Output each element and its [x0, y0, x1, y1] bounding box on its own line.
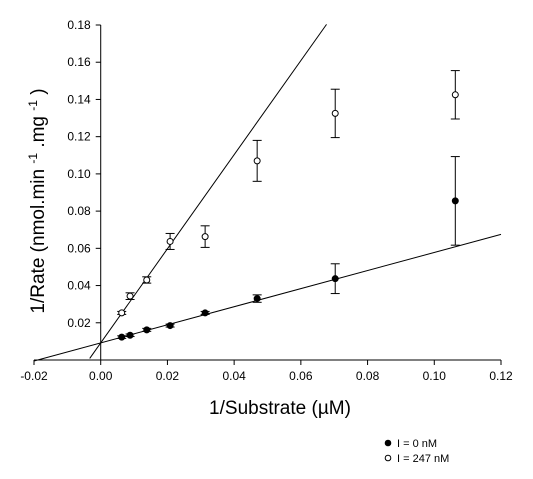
data-point-open-series-2 — [126, 292, 134, 300]
fit-line-series-2 — [89, 24, 327, 359]
x-tick-label: 0.08 — [356, 369, 380, 383]
legend-marker-series-2 — [384, 454, 392, 462]
axes: -0.02 0.00 0.02 0.04 0.06 0.08 0.10 0.12 0.02 0.0… — [20, 18, 513, 383]
data-point-filled-series-1 — [201, 309, 209, 317]
x-tick-label: 0.00 — [89, 369, 113, 383]
legend-label-series-1: I = 0 nM — [397, 438, 437, 450]
x-tick-label: 0.10 — [423, 369, 447, 383]
y-tick-label: 0.18 — [67, 18, 91, 32]
y-tick-label: 0.16 — [67, 55, 91, 69]
legend-marker-series-1 — [384, 439, 392, 447]
x-tick-label: 0.06 — [289, 369, 313, 383]
data-point-filled-series-1 — [451, 197, 459, 205]
y-tick-label: 0.08 — [67, 204, 91, 218]
data-point-filled-series-1 — [253, 295, 261, 303]
data-point-open-series-2 — [143, 276, 151, 284]
legend-label-series-2: I = 247 nM — [397, 453, 449, 465]
x-tick-label: -0.02 — [20, 369, 48, 383]
y-axis-label-middle: .mg — [28, 116, 49, 148]
x-tick-label: 0.02 — [156, 369, 180, 383]
fit-line-series-1 — [33, 233, 502, 362]
data-point-open-series-2 — [166, 237, 174, 245]
plot-area — [33, 24, 502, 362]
data-point-filled-series-1 — [126, 331, 134, 339]
data-point-filled-series-1 — [166, 322, 174, 330]
y-tick-label: 0.12 — [67, 130, 91, 144]
data-point-open-series-2 — [118, 309, 126, 317]
y-tick-label: 0.04 — [67, 279, 91, 293]
y-axis-label-main: 1/Rate (nmol.min — [28, 169, 49, 314]
data-point-open-series-2 — [331, 109, 339, 117]
data-point-open-series-2 — [451, 91, 459, 99]
data-point-open-series-2 — [253, 157, 261, 165]
y-tick-label: 0.10 — [67, 167, 91, 181]
y-axis-label: 1/Rate (nmol.min -1 .mg -1 ) — [21, 88, 49, 313]
data-point-filled-series-1 — [331, 275, 339, 283]
y-tick-label: 0.06 — [67, 241, 91, 255]
y-tick-label: 0.14 — [67, 92, 91, 106]
data-point-open-series-2 — [201, 233, 209, 241]
x-axis-label: 1/Substrate (µM) — [209, 398, 351, 419]
y-tick-label: 0.02 — [67, 316, 91, 330]
x-tick-label: 0.04 — [222, 369, 246, 383]
y-axis-label-end: ) — [28, 88, 49, 94]
data-point-filled-series-1 — [118, 333, 126, 341]
legend: I = 0 nM I = 247 nM — [384, 438, 449, 465]
y-axis-label-sup-2: -1 — [26, 100, 40, 111]
data-point-filled-series-1 — [143, 326, 151, 334]
y-axis-label-sup-1: -1 — [26, 153, 40, 164]
x-tick-label: 0.12 — [489, 369, 513, 383]
